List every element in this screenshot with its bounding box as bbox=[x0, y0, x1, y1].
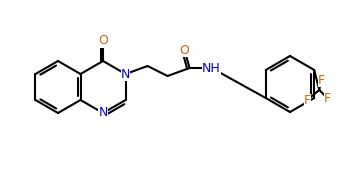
Text: F: F bbox=[318, 73, 325, 86]
Text: O: O bbox=[98, 35, 108, 47]
Text: N: N bbox=[98, 107, 108, 119]
Text: F: F bbox=[324, 91, 331, 105]
Text: F: F bbox=[304, 93, 311, 107]
Text: O: O bbox=[180, 43, 190, 56]
Text: NH: NH bbox=[202, 61, 221, 75]
Text: N: N bbox=[121, 68, 130, 81]
